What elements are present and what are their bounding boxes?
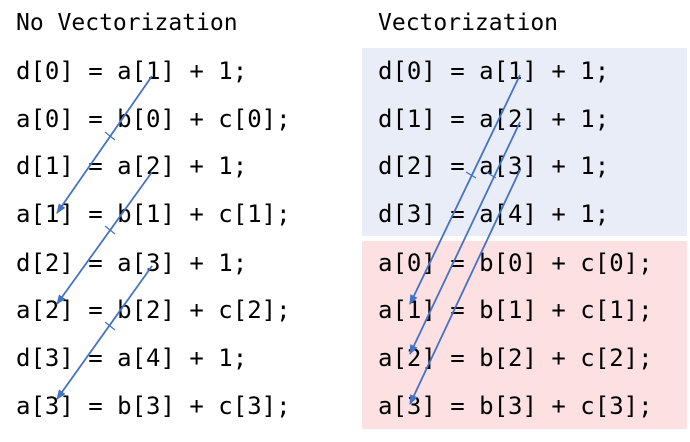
left-line-8: a[3] = b[3] + c[3];: [16, 392, 291, 420]
right-arrow-2: [409, 121, 521, 355]
left-line-3: d[1] = a[2] + 1;: [16, 152, 248, 180]
left-line-2: a[0] = b[0] + c[0];: [16, 105, 291, 133]
right-arrow-3: [409, 169, 521, 405]
left-arrow-3: [56, 265, 153, 400]
left-line-6: a[2] = b[2] + c[2];: [16, 296, 291, 324]
left-tick-1: [104, 131, 116, 141]
left-line-1: d[0] = a[1] + 1;: [16, 57, 248, 85]
read-line-2: d[1] = a[2] + 1;: [378, 105, 610, 133]
right-tick-2: [485, 171, 497, 179]
right-arrow-1: [409, 74, 521, 305]
right-tick-1: [465, 171, 477, 179]
write-line-4: a[3] = b[3] + c[3];: [378, 392, 653, 420]
left-line-4: a[1] = b[1] + c[1];: [16, 200, 291, 228]
read-group-box: [362, 48, 687, 236]
left-line-5: d[2] = a[3] + 1;: [16, 249, 248, 277]
left-tick-2: [104, 225, 116, 235]
left-tick-3: [104, 321, 116, 331]
no-vectorization-heading: No Vectorization: [16, 10, 238, 36]
vectorization-heading: Vectorization: [378, 10, 559, 36]
read-line-1: d[0] = a[1] + 1;: [378, 57, 610, 85]
read-line-3: d[2] = a[3] + 1;: [378, 152, 610, 180]
write-line-2: a[1] = b[1] + c[1];: [378, 296, 653, 324]
write-line-1: a[0] = b[0] + c[0];: [378, 249, 653, 277]
left-line-7: d[3] = a[4] + 1;: [16, 344, 248, 372]
left-arrow-2: [56, 171, 153, 305]
read-line-4: d[3] = a[4] + 1;: [378, 200, 610, 228]
write-line-3: a[2] = b[2] + c[2];: [378, 344, 653, 372]
left-arrow-1: [56, 75, 153, 214]
